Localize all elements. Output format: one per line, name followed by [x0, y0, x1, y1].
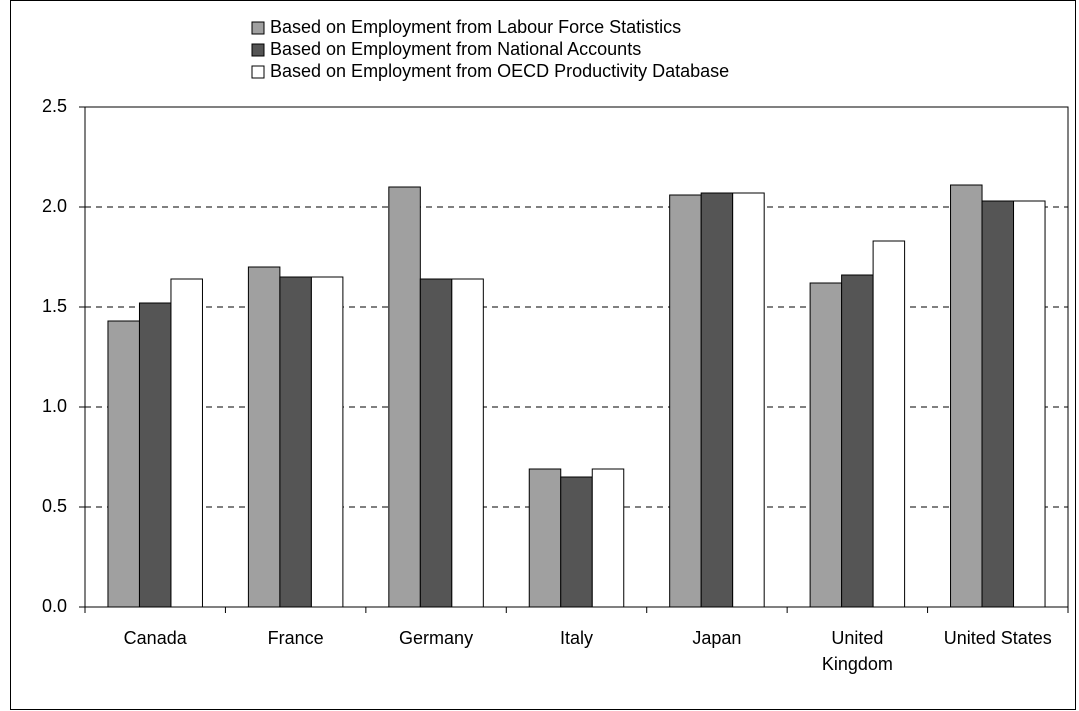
bar: [669, 194, 702, 608]
y-tick-label: 0.0: [42, 596, 67, 616]
bar: [981, 200, 1015, 608]
y-tick-label: 1.0: [42, 396, 67, 416]
legend-swatch: [251, 65, 265, 79]
x-tick-label: Italy: [559, 628, 593, 648]
x-tick-label: United Kingdom: [821, 628, 893, 674]
bar: [279, 276, 312, 608]
x-tick-label: France: [267, 628, 324, 648]
bar: [528, 468, 562, 608]
bar: [700, 192, 734, 608]
plot-area: [84, 106, 1069, 608]
x-tick-label: Canada: [123, 628, 187, 648]
bar: [451, 278, 484, 608]
frame: [10, 0, 1076, 710]
legend-label: Based on Employment from Labour Force St…: [270, 17, 681, 37]
bar: [170, 278, 203, 608]
bar: [841, 274, 874, 608]
legend-label: Based on Employment from National Accoun…: [270, 39, 641, 59]
bar: [560, 476, 593, 608]
legend-swatch: [251, 21, 265, 35]
y-tick-label: 1.5: [42, 296, 67, 316]
bar: [310, 276, 344, 608]
bar: [388, 186, 421, 608]
x-tick-label: United States: [943, 628, 1052, 648]
bar: [872, 240, 906, 608]
legend-swatch: [251, 43, 265, 57]
bar: [247, 266, 281, 608]
x-tick-label: Japan: [692, 628, 742, 648]
bar: [732, 192, 765, 608]
y-tick-label: 2.5: [42, 96, 67, 116]
x-tick-label: Germany: [399, 628, 474, 648]
bar: [950, 184, 983, 608]
bar: [591, 468, 625, 608]
y-tick-label: 2.0: [42, 196, 67, 216]
bar: [107, 320, 140, 608]
y-tick-label: 0.5: [42, 496, 67, 516]
legend-label: Based on Employment from OECD Productivi…: [270, 61, 729, 81]
bar: [138, 302, 172, 608]
bar: [809, 282, 843, 608]
bar: [1013, 200, 1046, 608]
bar: [419, 278, 453, 608]
